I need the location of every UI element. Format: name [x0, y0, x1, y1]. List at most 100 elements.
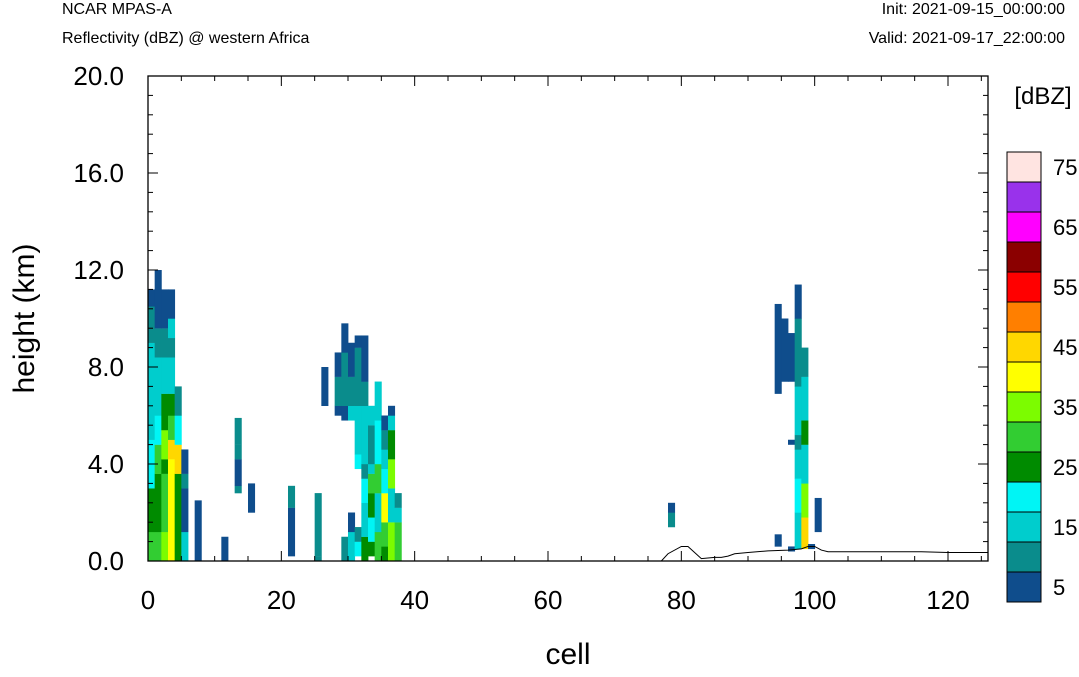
reflectivity-cell: [361, 381, 369, 406]
reflectivity-cell: [774, 303, 782, 394]
colorbar-swatch: [1007, 512, 1041, 543]
reflectivity-cell: [388, 405, 396, 416]
colorbar-swatch: [1007, 542, 1041, 573]
reflectivity-cell: [181, 473, 189, 489]
x-tick-label: 80: [667, 585, 696, 615]
reflectivity-cell: [341, 536, 349, 562]
reflectivity-cell: [168, 289, 176, 319]
header-left-subtitle: Reflectivity (dBZ) @ western Africa: [62, 30, 310, 47]
reflectivity-cell: [234, 444, 242, 460]
reflectivity-cell: [234, 485, 242, 494]
reflectivity-cell: [381, 449, 389, 470]
reflectivity-cell: [814, 497, 822, 533]
reflectivity-cell: [154, 289, 162, 329]
reflectivity-cell: [148, 289, 156, 307]
reflectivity-cell: [794, 318, 802, 358]
reflectivity-cell: [794, 449, 802, 479]
reflectivity-cell: [181, 488, 189, 533]
reflectivity-cell: [174, 415, 182, 445]
reflectivity-cell: [348, 531, 356, 562]
colorbar-frame: [1006, 151, 1042, 603]
reflectivity-cell: [774, 534, 782, 547]
reflectivity-cell: [394, 507, 402, 523]
reflectivity-cell: [381, 493, 389, 523]
reflectivity-cells: [148, 270, 822, 562]
colorbar-swatch: [1007, 332, 1041, 363]
x-tick-label: 120: [926, 585, 969, 615]
reflectivity-cell: [154, 415, 162, 445]
reflectivity-cell: [354, 454, 362, 470]
y-tick-label: 4.0: [88, 449, 124, 479]
reflectivity-cell: [161, 328, 169, 358]
reflectivity-cell: [334, 376, 342, 406]
reflectivity-cell: [174, 473, 182, 562]
reflectivity-cell: [154, 328, 162, 358]
reflectivity-cell: [234, 459, 242, 487]
reflectivity-cell: [668, 512, 676, 528]
reflectivity-cell: [801, 483, 809, 518]
reflectivity-cell: [781, 318, 789, 382]
reflectivity-cell: [794, 386, 802, 436]
reflectivity-cell: [334, 405, 342, 416]
reflectivity-cell: [341, 323, 349, 353]
reflectivity-cell: [368, 541, 376, 557]
reflectivity-cell: [374, 493, 382, 533]
reflectivity-cell: [161, 289, 169, 329]
reflectivity-cell: [234, 417, 242, 445]
reflectivity-cell: [168, 393, 176, 416]
reflectivity-cell: [388, 459, 396, 489]
colorbar-swatch: [1007, 302, 1041, 333]
colorbar-swatch: [1007, 452, 1041, 483]
reflectivity-cell: [154, 444, 162, 474]
reflectivity-cell: [388, 415, 396, 431]
reflectivity-cell: [388, 488, 396, 523]
reflectivity-cell: [388, 430, 396, 460]
reflectivity-cell: [168, 357, 176, 394]
reflectivity-cell: [154, 531, 162, 562]
reflectivity-cell: [168, 439, 176, 460]
reflectivity-cell: [221, 536, 229, 562]
reflectivity-cell: [248, 483, 256, 513]
reflectivity-cell: [288, 485, 296, 508]
y-tick-label: 16.0: [73, 158, 124, 188]
colorbar-swatch: [1007, 362, 1041, 393]
reflectivity-cell: [288, 507, 296, 557]
colorbar-swatch: [1007, 182, 1041, 213]
reflectivity-cell: [374, 381, 382, 421]
colorbar-label: 75: [1053, 155, 1077, 180]
reflectivity-cell: [394, 493, 402, 508]
reflectivity-cell: [801, 405, 809, 421]
colorbar-swatch: [1007, 572, 1041, 603]
colorbar-label: 5: [1053, 575, 1065, 600]
y-tick-label: 12.0: [73, 255, 124, 285]
colorbar-swatch: [1007, 482, 1041, 513]
reflectivity-cell: [168, 337, 176, 358]
reflectivity-cell: [374, 531, 382, 562]
reflectivity-cell: [801, 444, 809, 484]
x-tick-label: 60: [534, 585, 563, 615]
x-tick-label: 40: [400, 585, 429, 615]
reflectivity-cell: [194, 500, 202, 562]
reflectivity-cell: [794, 357, 802, 387]
reflectivity-cell: [361, 335, 369, 382]
reflectivity-cell: [181, 449, 189, 474]
colorbar-swatch: [1007, 392, 1041, 423]
reflectivity-cell: [348, 376, 356, 406]
header-right-valid: Valid: 2021-09-17_22:00:00: [868, 30, 1065, 47]
header-right-init: Init: 2021-09-15_00:00:00: [881, 1, 1065, 18]
colorbar: 5 15 25 35 45 55 65 75 [dBZ]: [1006, 83, 1077, 603]
colorbar-unit-label: [dBZ]: [1014, 83, 1071, 110]
reflectivity-cell: [168, 415, 176, 440]
reflectivity-cell: [794, 434, 802, 450]
reflectivity-cell: [174, 386, 182, 416]
reflectivity-cell: [161, 459, 169, 474]
reflectivity-cell: [374, 464, 382, 494]
x-tick-label: 0: [141, 585, 155, 615]
reflectivity-cell: [801, 376, 809, 406]
reflectivity-cell: [794, 512, 802, 550]
reflectivity-cell: [161, 531, 169, 562]
colorbar-label: 65: [1053, 215, 1077, 240]
reflectivity-cell: [354, 527, 362, 542]
reflectivity-cell: [801, 347, 809, 377]
terrain-layer: [148, 545, 988, 562]
